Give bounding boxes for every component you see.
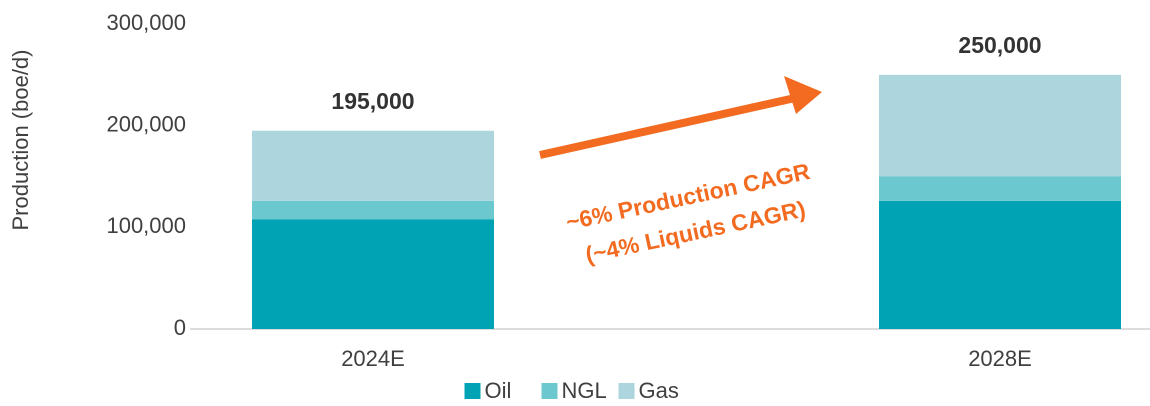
y-axis-label: Production (boe/d) [8, 50, 33, 231]
y-tick-label: 0 [174, 315, 186, 340]
bar-segment [252, 219, 494, 329]
annotation-arrowhead [784, 76, 822, 114]
bar-segment [252, 200, 494, 220]
y-tick-label: 300,000 [106, 10, 186, 35]
total-label: 195,000 [331, 88, 414, 114]
bar-segment [879, 176, 1121, 201]
annotation-arrow [539, 94, 796, 159]
legend-swatch [464, 383, 481, 399]
legend-label: NGL [562, 378, 607, 403]
y-tick-label: 100,000 [106, 213, 186, 238]
annotation: ~6% Production CAGR(~4% Liquids CAGR) [564, 158, 813, 268]
x-tick-label: 2028E [968, 346, 1032, 371]
y-tick-label: 200,000 [106, 111, 186, 136]
legend-label: Gas [639, 378, 679, 403]
bar-segment [879, 200, 1121, 329]
legend-label: Oil [485, 378, 512, 403]
bar-segment [252, 130, 494, 201]
total-label: 250,000 [958, 32, 1041, 58]
bar-segment [879, 74, 1121, 177]
legend-swatch [541, 383, 558, 399]
x-tick-label: 2024E [341, 346, 405, 371]
legend-swatch [618, 383, 635, 399]
